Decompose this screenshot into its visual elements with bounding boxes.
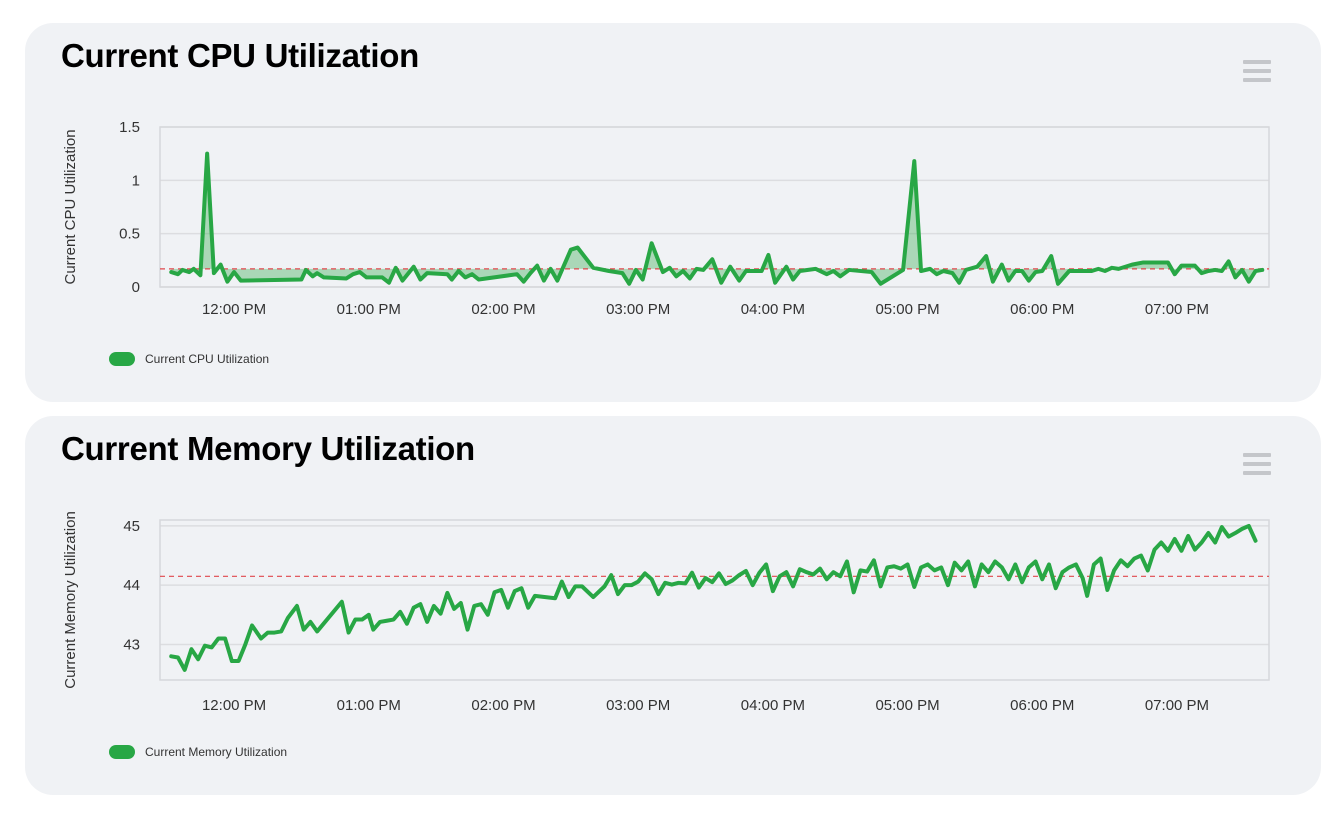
cpu-legend-label: Current CPU Utilization: [145, 352, 270, 366]
cpu-y-tick-label: 1: [132, 172, 140, 189]
memory-x-tick-label: 04:00 PM: [741, 697, 805, 714]
cpu-chart-card: Current CPU Utilization 1.5 1 0.5 0 12:00 PM…: [25, 23, 1321, 402]
cpu-y-tick-label: 0: [132, 279, 140, 296]
cpu-x-tick-label: 05:00 PM: [875, 301, 939, 318]
cpu-series-line[interactable]: [169, 151, 1265, 286]
memory-x-tick-label: 03:00 PM: [606, 697, 670, 714]
cpu-plot-frame: [159, 126, 1270, 288]
memory-legend-swatch: [109, 745, 135, 759]
memory-chart-card: Current Memory Utilization 45 44 43 12:00 P…: [25, 416, 1321, 795]
memory-plot-frame: [159, 519, 1270, 681]
cpu-legend-swatch: [109, 352, 135, 366]
cpu-x-tick-label: 06:00 PM: [1010, 301, 1074, 318]
memory-legend-item[interactable]: Current Memory Utilization: [109, 745, 287, 759]
cpu-x-tick-label: 07:00 PM: [1145, 301, 1209, 318]
memory-series-line[interactable]: [169, 523, 1258, 672]
cpu-x-tick-label: 03:00 PM: [606, 301, 670, 318]
memory-x-tick-label: 01:00 PM: [337, 697, 401, 714]
cpu-legend-item[interactable]: Current CPU Utilization: [109, 352, 269, 366]
cpu-x-tick-label: 12:00 PM: [202, 301, 266, 318]
cpu-y-axis-label: Current CPU Utilization: [62, 129, 79, 284]
memory-chart-plot: 45 44 43 12:00 PM 01:00 PM 02:00 PM 03:00 PM 04…: [62, 511, 1270, 714]
cpu-chart-plot: 1.5 1 0.5 0 12:00 PM 01:00 PM 02:00 PM 03:00 PM…: [62, 119, 1270, 318]
memory-x-tick-label: 07:00 PM: [1145, 697, 1209, 714]
memory-y-tick-label: 44: [123, 577, 140, 594]
cpu-chart-title: Current CPU Utilization: [61, 37, 419, 74]
cpu-x-tick-label: 01:00 PM: [337, 301, 401, 318]
memory-y-tick-label: 43: [123, 636, 140, 653]
cpu-x-tick-label: 04:00 PM: [741, 301, 805, 318]
memory-x-tick-label: 06:00 PM: [1010, 697, 1074, 714]
memory-chart-menu-icon[interactable]: [1243, 453, 1271, 477]
memory-x-tick-label: 05:00 PM: [875, 697, 939, 714]
memory-y-tick-label: 45: [123, 518, 140, 535]
memory-legend-label: Current Memory Utilization: [145, 745, 288, 759]
cpu-chart-menu-icon[interactable]: [1243, 60, 1271, 84]
memory-x-tick-label: 12:00 PM: [202, 697, 266, 714]
memory-chart-title: Current Memory Utilization: [61, 430, 475, 467]
cpu-y-tick-label: 1.5: [119, 119, 140, 136]
memory-x-tick-label: 02:00 PM: [471, 697, 535, 714]
cpu-x-tick-label: 02:00 PM: [471, 301, 535, 318]
memory-y-axis-label: Current Memory Utilization: [62, 511, 79, 689]
cpu-y-tick-label: 0.5: [119, 226, 140, 243]
cpu-series-area: [171, 153, 1263, 284]
